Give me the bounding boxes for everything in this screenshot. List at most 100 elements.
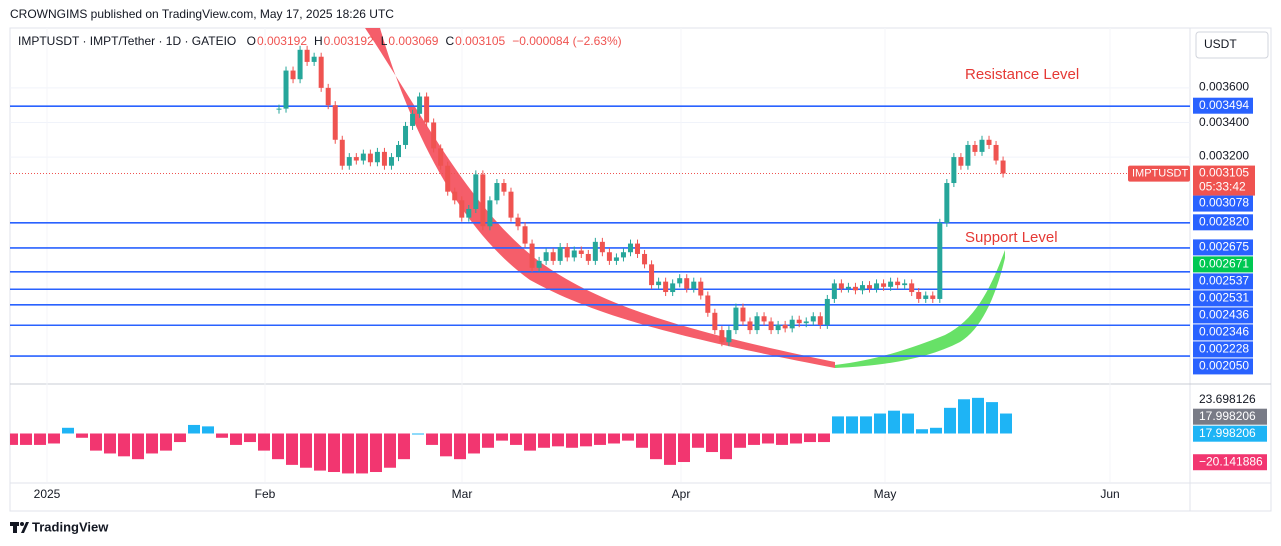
candle — [930, 295, 936, 299]
osc-bar — [762, 433, 774, 444]
candle — [845, 286, 851, 289]
candle — [332, 105, 338, 140]
osc-bar — [258, 433, 270, 451]
price-label: 0.002675 — [1199, 240, 1249, 254]
candle — [360, 153, 366, 161]
osc-bar — [874, 413, 886, 434]
candle — [726, 330, 732, 343]
price-box — [1193, 214, 1253, 231]
price-box — [1193, 256, 1253, 273]
x-tick-label: May — [874, 487, 897, 501]
osc-bar — [776, 433, 788, 445]
ohlc-value: 0.003192 — [323, 34, 374, 48]
osc-bar — [1000, 413, 1012, 434]
annotation: Resistance Level — [965, 66, 1079, 83]
price-box — [1193, 97, 1253, 114]
osc-label-box — [1193, 425, 1267, 442]
osc-bar — [34, 433, 46, 445]
osc-bar — [384, 433, 396, 468]
price-box — [1193, 307, 1253, 324]
price-label: 0.003400 — [1199, 115, 1249, 129]
osc-bar — [468, 433, 480, 454]
osc-bar — [426, 433, 438, 445]
candle — [311, 56, 317, 62]
candle — [902, 283, 908, 286]
candle — [705, 295, 711, 313]
levels — [10, 105, 1190, 357]
candle — [536, 260, 542, 268]
candle — [712, 312, 718, 331]
candle — [606, 252, 612, 261]
candle — [761, 316, 767, 322]
candle — [733, 307, 739, 331]
ohlc-key: O — [246, 34, 256, 48]
osc-bar — [174, 433, 186, 443]
osc-bar — [202, 426, 214, 434]
candle — [290, 70, 296, 80]
symbol-tag: IMPTUSDT — [1132, 167, 1189, 179]
osc-bar — [342, 433, 354, 474]
candle — [473, 174, 479, 209]
osc-label-box — [1193, 454, 1267, 471]
osc-bar — [902, 413, 914, 434]
candle — [388, 157, 394, 166]
ohlc-key: H — [314, 34, 323, 48]
candle — [670, 283, 676, 293]
candle — [867, 285, 873, 289]
candle — [691, 281, 697, 289]
osc-bar — [300, 433, 312, 468]
last-price-box — [1193, 165, 1255, 196]
osc-bar — [986, 402, 998, 434]
candle — [649, 264, 655, 286]
publisher: CROWNGIMS published on TradingView.com, … — [10, 7, 394, 21]
price-label: 0.002228 — [1199, 342, 1249, 356]
price-label: 0.002531 — [1199, 291, 1249, 305]
osc-bar — [832, 416, 844, 434]
candle — [803, 321, 809, 324]
candle — [592, 241, 598, 261]
candle — [754, 316, 760, 331]
osc-bar — [566, 433, 578, 448]
annotation: Support Level — [965, 229, 1058, 246]
candle — [789, 319, 795, 329]
osc-bar — [118, 433, 130, 457]
candle — [747, 321, 753, 331]
osc-bar — [20, 433, 32, 445]
candle — [543, 252, 549, 261]
candle — [965, 144, 971, 166]
candle — [719, 330, 725, 343]
candle — [768, 321, 774, 331]
symbol-legend: IMPTUSDT · IMPT/Tether · 1D · GATEIO O0.… — [18, 34, 623, 48]
currency: USDT — [1204, 37, 1237, 51]
candle — [888, 281, 894, 287]
candle — [810, 316, 816, 322]
candle — [782, 324, 788, 329]
osc-bar — [62, 427, 74, 434]
candle — [417, 96, 423, 114]
scale-labels: 0.003600 0.003494 0.003400 0.003200 0.003105… — [1128, 80, 1267, 471]
osc-bar — [720, 433, 732, 460]
candle — [909, 283, 915, 293]
candle — [599, 241, 605, 253]
candle — [895, 281, 901, 286]
osc-bar — [692, 433, 704, 448]
price-label: 0.003600 — [1199, 80, 1249, 94]
candle — [642, 253, 648, 265]
osc-bar — [916, 429, 928, 434]
osc-bar — [860, 416, 872, 434]
osc-bar — [328, 433, 340, 473]
candle — [881, 283, 887, 287]
x-tick-label: Mar — [452, 487, 473, 501]
candle — [824, 298, 830, 325]
candle — [684, 278, 690, 289]
osc-bar — [594, 433, 606, 445]
candle — [374, 151, 380, 163]
osc-bar — [454, 433, 466, 460]
price-label: 0.002436 — [1199, 308, 1249, 322]
currency-box[interactable] — [1195, 31, 1269, 59]
candle — [410, 113, 416, 126]
osc-label: 17.998206 — [1199, 409, 1256, 423]
candle — [487, 200, 493, 227]
symbol-box — [1128, 165, 1190, 182]
